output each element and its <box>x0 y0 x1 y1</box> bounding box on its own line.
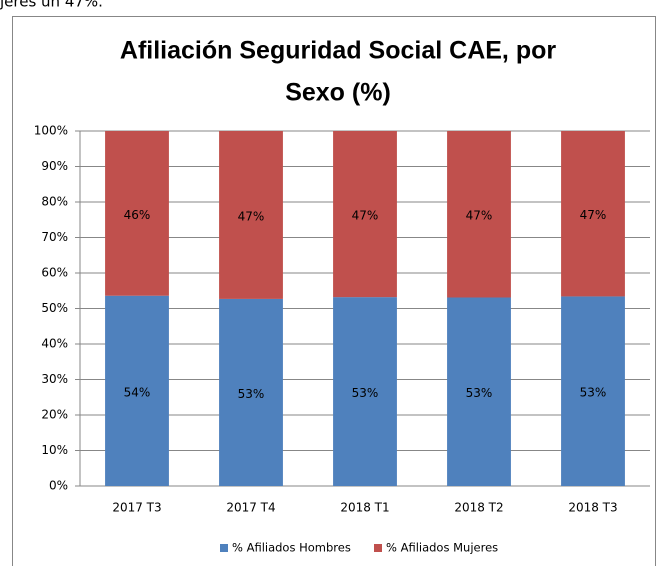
y-tick-label: 50% <box>41 301 68 315</box>
chart-title: Sexo (%) <box>285 79 391 107</box>
x-tick-label: 2018 T2 <box>454 501 503 515</box>
bar-segment <box>447 297 511 486</box>
data-label: 47% <box>352 209 379 223</box>
bar-segment <box>561 296 625 486</box>
y-tick-label: 0% <box>49 479 68 493</box>
bar-segment <box>447 131 511 298</box>
y-tick-label: 100% <box>34 124 68 138</box>
bar-segment <box>105 131 169 296</box>
y-tick-label: 30% <box>41 372 68 386</box>
x-tick-label: 2018 T3 <box>568 501 617 515</box>
y-tick-label: 90% <box>41 159 68 173</box>
bar-segment <box>333 131 397 298</box>
bar-segment <box>105 295 169 486</box>
bar-segment <box>219 298 283 486</box>
legend-label: % Afiliados Hombres <box>232 541 351 555</box>
legend-label: % Afiliados Mujeres <box>386 541 498 555</box>
y-tick-label: 80% <box>41 195 68 209</box>
y-tick-label: 60% <box>41 266 68 280</box>
x-tick-label: 2017 T4 <box>226 501 275 515</box>
legend-swatch <box>220 544 228 552</box>
y-tick-label: 10% <box>41 443 68 457</box>
page-fragment: jeres un 47%. <box>0 0 103 11</box>
y-tick-label: 70% <box>41 230 68 244</box>
y-tick-label: 20% <box>41 408 68 422</box>
data-label: 53% <box>466 386 493 400</box>
bar-segment <box>333 297 397 486</box>
data-label: 47% <box>238 209 265 223</box>
data-label: 47% <box>466 209 493 223</box>
data-label: 47% <box>580 208 607 222</box>
y-tick-label: 40% <box>41 337 68 351</box>
data-label: 53% <box>238 387 265 401</box>
bar-segment <box>561 131 625 297</box>
bar-segment <box>219 131 283 299</box>
chart-title: Afiliación Seguridad Social CAE, por <box>120 37 556 65</box>
data-label: 53% <box>352 386 379 400</box>
x-tick-label: 2017 T3 <box>112 501 161 515</box>
data-label: 54% <box>124 385 151 399</box>
legend-swatch <box>374 544 382 552</box>
data-label: 53% <box>580 386 607 400</box>
x-tick-label: 2018 T1 <box>340 501 389 515</box>
data-label: 46% <box>124 208 151 222</box>
